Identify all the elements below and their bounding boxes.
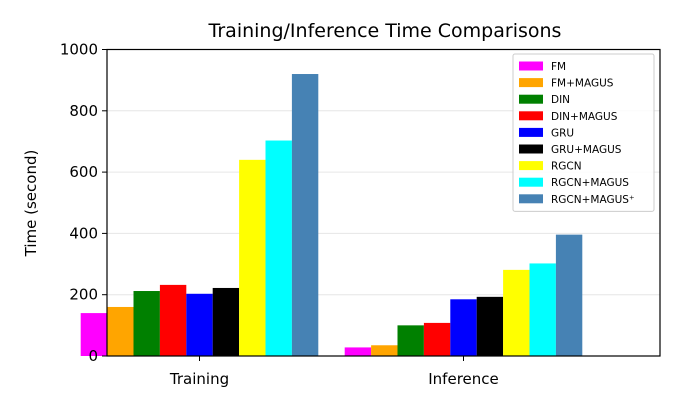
legend-label: FM+MAGUS [551,78,614,90]
legend-label: DIN [551,94,570,106]
legend-swatch [519,78,543,88]
legend-box [512,53,655,212]
bar-inference-6 [503,269,530,356]
y-tick-label: 1000 [60,41,98,59]
bar-inference-3 [423,322,451,356]
legend-swatch [519,194,543,204]
x-tick-label: Training [169,370,229,388]
y-tick-label: 400 [69,224,98,242]
y-tick-label: 800 [69,102,98,120]
bars-group [80,74,583,357]
legend-label: DIN+MAGUS [551,111,618,123]
bar-training-6 [239,159,266,356]
bar-training-8 [291,74,319,357]
legend: FM FM+MAGUS DIN DIN+MAGUS GRU GRU+MAGUS RGCN RG… [512,53,655,212]
x-axis-ticks: Training Inference [169,356,499,388]
plot-frame [106,48,661,357]
bar-inference-0 [344,347,372,356]
bar-training-5 [212,287,240,356]
legend-label: RGCN+MAGUS⁺ [551,194,635,206]
legend-label: RGCN+MAGUS [551,177,629,189]
x-tick-label: Inference [428,370,499,388]
bar-training-4 [186,293,213,356]
bar-training-2 [133,291,160,356]
legend-swatch [519,111,543,121]
legend-label: GRU [551,127,574,139]
y-tick-label: 600 [69,163,98,181]
legend-swatch [519,177,543,187]
legend-swatch [519,94,543,104]
y-axis-ticks: 0 200 400 600 800 1000 [60,41,107,365]
legend-swatch [519,61,543,71]
y-axis-label: Time (second) [22,150,40,258]
chart-title: Training/Inference Time Comparisons [208,20,562,42]
bar-training-7 [265,140,292,356]
bar-training-1 [107,306,134,356]
legend-swatch [519,161,543,171]
bar-training-0 [80,313,108,356]
legend-label: RGCN [551,161,582,173]
y-tick-label: 200 [69,286,98,304]
bar-inference-1 [371,345,398,356]
bar-inference-7 [529,263,556,356]
bar-inference-2 [397,325,424,356]
legend-swatch [519,144,543,154]
bar-inference-4 [450,299,477,356]
y-tick-label: 0 [88,347,98,365]
legend-label: FM [551,61,566,73]
bar-inference-5 [476,296,504,356]
bar-inference-8 [555,234,583,356]
bar-training-3 [159,284,187,356]
legend-label: GRU+MAGUS [551,144,622,156]
legend-swatch [519,127,543,137]
